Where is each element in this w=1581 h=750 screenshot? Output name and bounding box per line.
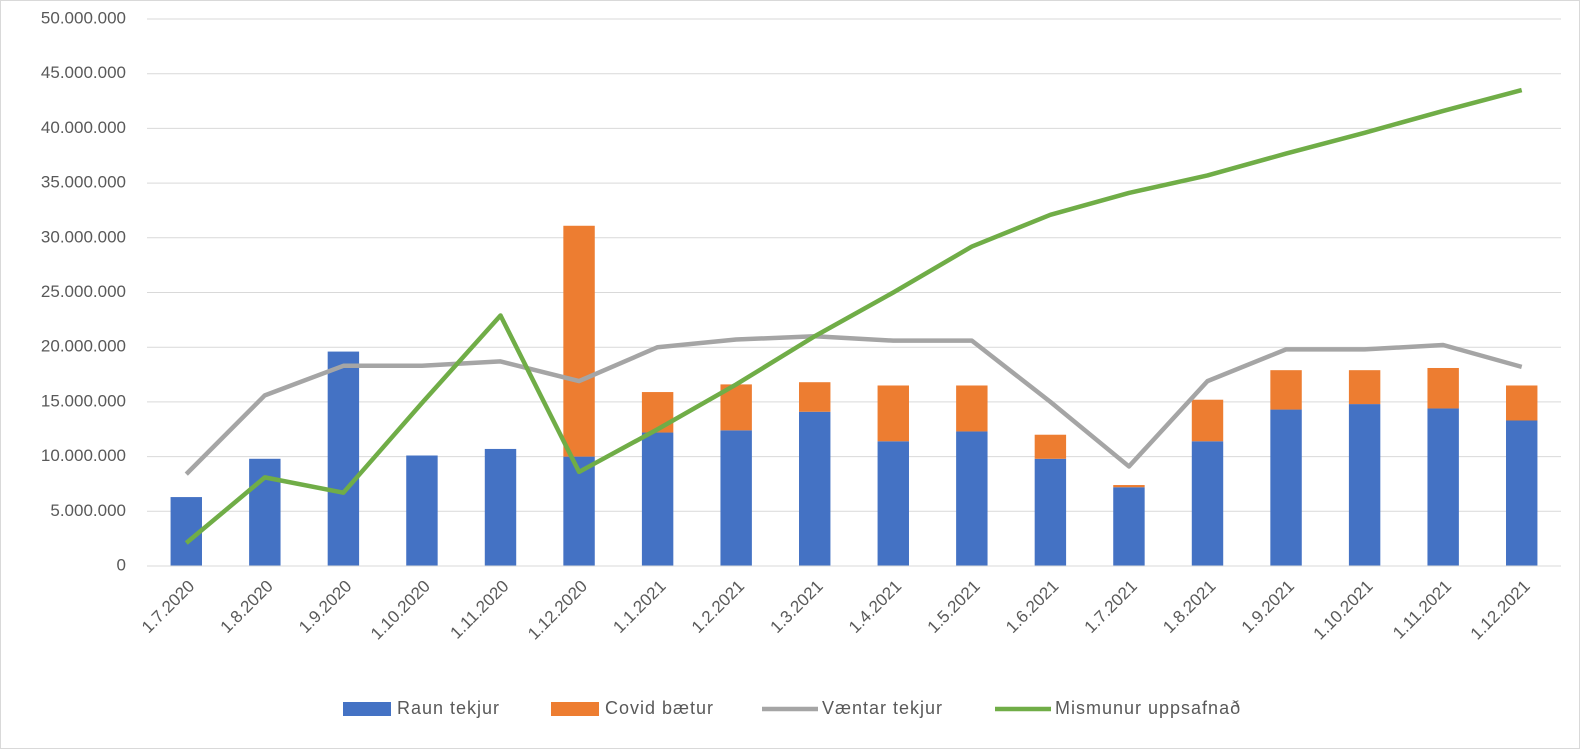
bar-segment xyxy=(1348,370,1381,405)
bar-segment xyxy=(327,351,360,566)
bar-segment xyxy=(799,382,831,412)
bar-segment xyxy=(956,385,988,432)
bar-segment xyxy=(1270,370,1302,410)
y-tick-label: 25.000.000 xyxy=(41,282,126,301)
bar-segment xyxy=(641,392,674,433)
y-tick-label: 5.000.000 xyxy=(50,501,126,520)
bar-segment xyxy=(1270,409,1302,566)
legend-swatch xyxy=(551,702,599,716)
y-tick-label: 50.000.000 xyxy=(41,8,126,27)
y-tick-label: 10.000.000 xyxy=(41,446,126,465)
bar-segment xyxy=(877,441,909,566)
line-series xyxy=(184,334,1523,476)
bar-segment xyxy=(1506,385,1538,421)
y-tick-label: 30.000.000 xyxy=(41,227,126,246)
y-tick-label: 45.000.000 xyxy=(41,63,126,82)
line-series xyxy=(184,87,1523,545)
bar-segment xyxy=(1191,441,1224,566)
bar-segment xyxy=(484,448,517,566)
y-tick-label: 40.000.000 xyxy=(41,118,126,137)
legend-label: Covid bætur xyxy=(605,698,714,718)
bar-segment xyxy=(1113,485,1145,488)
y-tick-label: 35.000.000 xyxy=(41,173,126,192)
bar-segment xyxy=(1506,420,1538,566)
legend-label: Mismunur uppsafnað xyxy=(1055,698,1241,718)
bar-segment xyxy=(1034,434,1067,459)
bar-segment xyxy=(720,430,752,566)
y-tick-label: 15.000.000 xyxy=(41,391,126,410)
legend: Raun tekjur Covid bætur Væntar tekjur Mismu… xyxy=(343,698,1241,718)
bar-segment xyxy=(1427,367,1459,409)
bar-segment xyxy=(1427,408,1459,566)
bar-segment xyxy=(1034,458,1067,566)
bar-segment xyxy=(406,455,438,566)
y-tick-label: 0 xyxy=(117,555,126,574)
bar-segment xyxy=(1191,399,1224,442)
bar-segment xyxy=(877,385,909,442)
y-tick-label: 20.000.000 xyxy=(41,337,126,356)
bar-segment xyxy=(1113,487,1145,566)
bar-segment xyxy=(563,225,595,457)
bar-segment xyxy=(956,431,988,566)
bar-segment xyxy=(249,458,281,566)
bar-segment xyxy=(563,456,595,566)
bar-segment xyxy=(641,432,674,566)
bar-segment xyxy=(1348,404,1381,566)
legend-swatch xyxy=(343,702,391,716)
bar-segment xyxy=(799,411,831,566)
legend-label: Raun tekjur xyxy=(397,698,500,718)
legend-label: Væntar tekjur xyxy=(822,698,943,718)
